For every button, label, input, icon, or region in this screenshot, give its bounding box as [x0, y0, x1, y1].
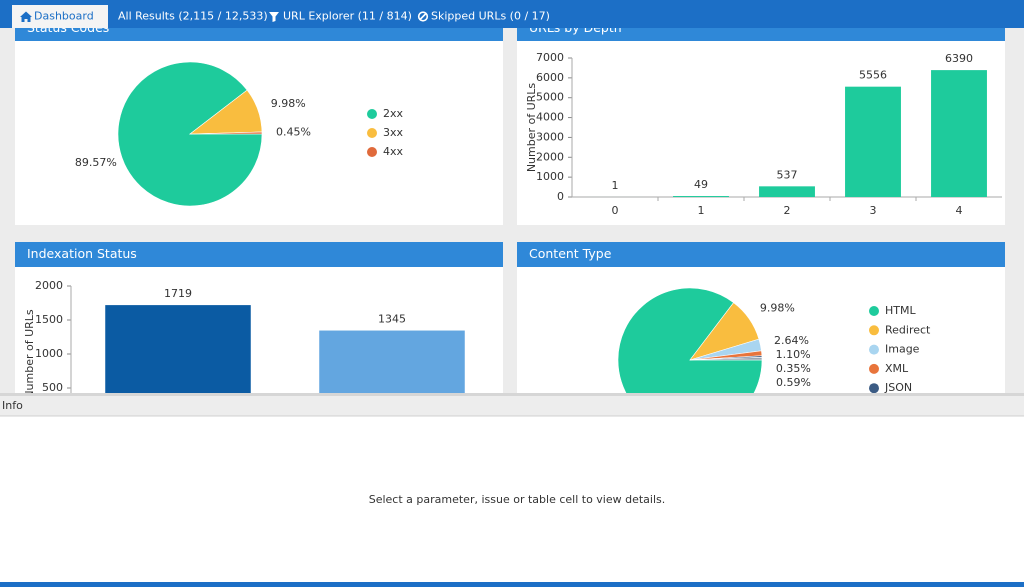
legend-swatch	[869, 383, 879, 393]
slice-label: 9.98%	[271, 97, 306, 110]
bar	[759, 186, 815, 197]
bar	[931, 70, 987, 197]
legend-label: Image	[885, 343, 920, 356]
bar-value-label: 537	[777, 168, 798, 181]
dashboard: Status Codes89.57%2xx9.98%3xx0.45%4xxURL…	[15, 16, 1005, 399]
pie-slice	[617, 287, 763, 393]
tab-bar: Dashboard All Results (2,115 / 12,533) URL…	[0, 0, 1024, 28]
slice-label: 1.10%	[776, 348, 811, 361]
legend-label: 2xx	[383, 107, 404, 120]
splitter	[0, 393, 1024, 396]
x-tick-label: 0	[612, 204, 619, 217]
info-message: Select a parameter, issue or table cell …	[369, 493, 666, 506]
panel-title: Indexation Status	[27, 246, 137, 261]
legend-swatch	[367, 147, 377, 157]
bar	[673, 196, 729, 197]
tab-label[interactable]: URL Explorer (11 / 814)	[283, 10, 412, 23]
pie-slice	[689, 357, 763, 361]
panel-title: Content Type	[529, 246, 612, 261]
y-tick-label: 0	[557, 190, 564, 203]
pie-slice	[189, 131, 263, 135]
skip-icon	[417, 11, 429, 22]
y-tick-label: 1000	[35, 347, 63, 360]
legend-label: XML	[885, 362, 909, 375]
tab-label[interactable]: Skipped URLs (0 / 17)	[431, 10, 550, 23]
legend-swatch	[869, 306, 879, 316]
bar-value-label: 6390	[945, 52, 973, 65]
y-tick-label: 1500	[35, 313, 63, 326]
legend-label: JSON	[884, 381, 912, 394]
bar-value-label: 5556	[859, 69, 887, 82]
legend-swatch	[869, 325, 879, 336]
y-tick-label: 7000	[536, 51, 564, 64]
legend-label: HTML	[885, 304, 916, 317]
info-title: Info	[2, 399, 23, 412]
tab-label[interactable]: All Results (2,115 / 12,533)	[118, 10, 268, 23]
slice-label: 0.35%	[776, 362, 811, 375]
y-tick-label: 2000	[536, 150, 564, 163]
y-axis-label: Number of URLs	[23, 309, 36, 399]
legend-swatch	[869, 363, 879, 374]
tab-bar-background	[0, 0, 1024, 28]
y-tick-label: 500	[42, 381, 63, 394]
bar	[319, 330, 465, 393]
y-tick-label: 1000	[536, 170, 564, 183]
panel-header	[15, 242, 503, 267]
legend-swatch	[869, 344, 879, 355]
slice-label: 0.59%	[776, 376, 811, 389]
tab-label[interactable]: Dashboard	[34, 10, 94, 23]
bar-value-label: 1345	[378, 313, 406, 326]
slice-label: 0.45%	[276, 126, 311, 139]
y-tick-label: 2000	[35, 279, 63, 292]
skip-icon-bar	[419, 12, 427, 21]
legend-swatch	[367, 128, 377, 138]
panel	[517, 242, 1005, 393]
active-tab[interactable]	[12, 5, 108, 28]
bar-value-label: 1719	[164, 287, 192, 300]
slice-label: 9.98%	[760, 302, 795, 315]
y-tick-label: 5000	[536, 91, 564, 104]
info-header	[0, 396, 1024, 416]
x-tick-label: 2	[784, 204, 791, 217]
slice-label: 89.57%	[75, 156, 117, 169]
status-bar	[0, 582, 1024, 587]
filter-icon	[269, 12, 279, 22]
y-axis-label: Number of URLs	[525, 83, 538, 173]
y-tick-label: 4000	[536, 111, 564, 124]
panel-header	[517, 242, 1005, 267]
bar	[845, 86, 901, 197]
slice-label: 2.64%	[774, 334, 809, 347]
legend-swatch	[367, 109, 377, 119]
legend-label: 3xx	[383, 126, 404, 139]
bar-value-label: 1	[612, 179, 619, 192]
bar-value-label: 49	[694, 178, 708, 191]
y-tick-label: 6000	[536, 71, 564, 84]
x-tick-label: 1	[698, 204, 705, 217]
info-panel: Info Select a parameter, issue or table …	[0, 393, 1024, 587]
x-tick-label: 4	[956, 204, 963, 217]
legend-label: 4xx	[383, 145, 404, 158]
legend-label: Redirect	[885, 323, 931, 336]
y-tick-label: 3000	[536, 130, 564, 143]
x-tick-label: 3	[870, 204, 877, 217]
home-icon	[20, 11, 32, 22]
bar	[105, 305, 251, 393]
